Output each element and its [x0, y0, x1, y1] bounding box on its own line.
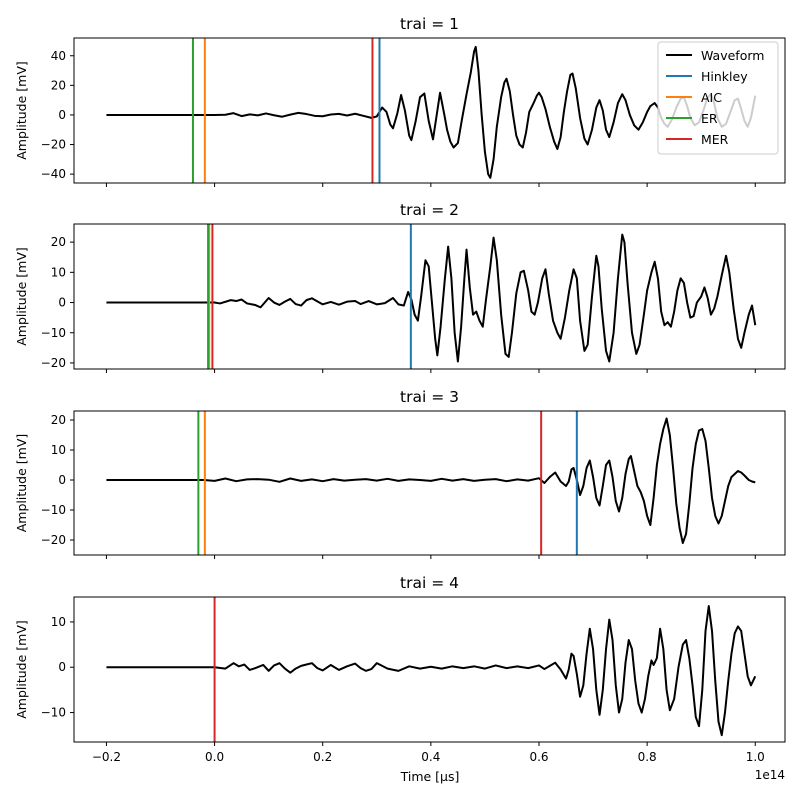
waveform-line	[106, 417, 756, 544]
x-axis-label: Time [μs]	[400, 769, 460, 784]
legend: Waveform Hinkley AIC ER MER	[657, 41, 779, 155]
legend-label-hinkley: Hinkley	[701, 69, 748, 84]
subplot-title: trai = 1	[400, 15, 459, 33]
legend-label-aic: AIC	[701, 90, 722, 105]
waveform-line	[106, 233, 757, 363]
waveform-line	[106, 605, 757, 737]
y-tick-label: 10	[51, 443, 66, 457]
y-tick-label: 20	[51, 235, 66, 249]
y-tick-label: 0	[58, 660, 66, 674]
x-tick-label: 0.2	[313, 750, 332, 764]
y-tick-label: 10	[51, 265, 66, 279]
axes-frame	[73, 37, 786, 184]
y-tick-label: 10	[51, 615, 66, 629]
axes-frame	[73, 596, 786, 743]
x-tick-label: −0.2	[92, 750, 121, 764]
y-axis-label: Amplitude [mV]	[14, 61, 29, 160]
x-tick-label: 0.6	[529, 750, 548, 764]
y-tick-label: −20	[41, 356, 66, 370]
y-tick-label: 40	[51, 49, 66, 63]
y-tick-label: 0	[58, 473, 66, 487]
y-axis-label: Amplitude [mV]	[14, 247, 29, 346]
subplot-1: trai = 1 Amplitude [mV] −40 −20 0 20 40 Wavefor…	[14, 15, 786, 187]
y-tick-label: 0	[58, 296, 66, 310]
y-tick-label: 20	[51, 78, 66, 92]
subplot-3: trai = 3 Amplitude [mV] −20 −10 0 10 20	[14, 388, 786, 559]
y-tick-label: 0	[58, 108, 66, 122]
y-tick-label: 20	[51, 413, 66, 427]
subplot-title: trai = 4	[400, 574, 459, 592]
legend-label-waveform: Waveform	[701, 48, 764, 63]
axes-frame	[73, 410, 786, 556]
x-tick-label: 1.0	[746, 750, 765, 764]
subplot-title: trai = 2	[400, 201, 459, 219]
legend-label-er: ER	[701, 111, 718, 126]
x-tick-label: 0.0	[205, 750, 224, 764]
subplot-2: trai = 2 Amplitude [mV] −20 −10 0 10 20	[14, 201, 786, 373]
subplot-4: trai = 4 Amplitude [mV] −10 0 10 −0.2 0.0 0.2 0.…	[14, 574, 786, 764]
y-tick-label: −20	[41, 533, 66, 547]
x-axis-offset-text: 1e14	[755, 768, 785, 782]
legend-label-mer: MER	[701, 132, 729, 147]
y-tick-label: −10	[41, 326, 66, 340]
x-tick-label: 0.8	[638, 750, 657, 764]
axes-frame	[73, 223, 786, 370]
subplot-title: trai = 3	[400, 388, 459, 406]
y-tick-label: −20	[41, 138, 66, 152]
y-axis-label: Amplitude [mV]	[14, 434, 29, 533]
y-tick-label: −10	[41, 503, 66, 517]
y-tick-label: −10	[41, 706, 66, 720]
y-axis-label: Amplitude [mV]	[14, 620, 29, 719]
x-tick-label: 0.4	[421, 750, 440, 764]
legend-box	[657, 41, 779, 155]
y-tick-label: −40	[41, 167, 66, 181]
